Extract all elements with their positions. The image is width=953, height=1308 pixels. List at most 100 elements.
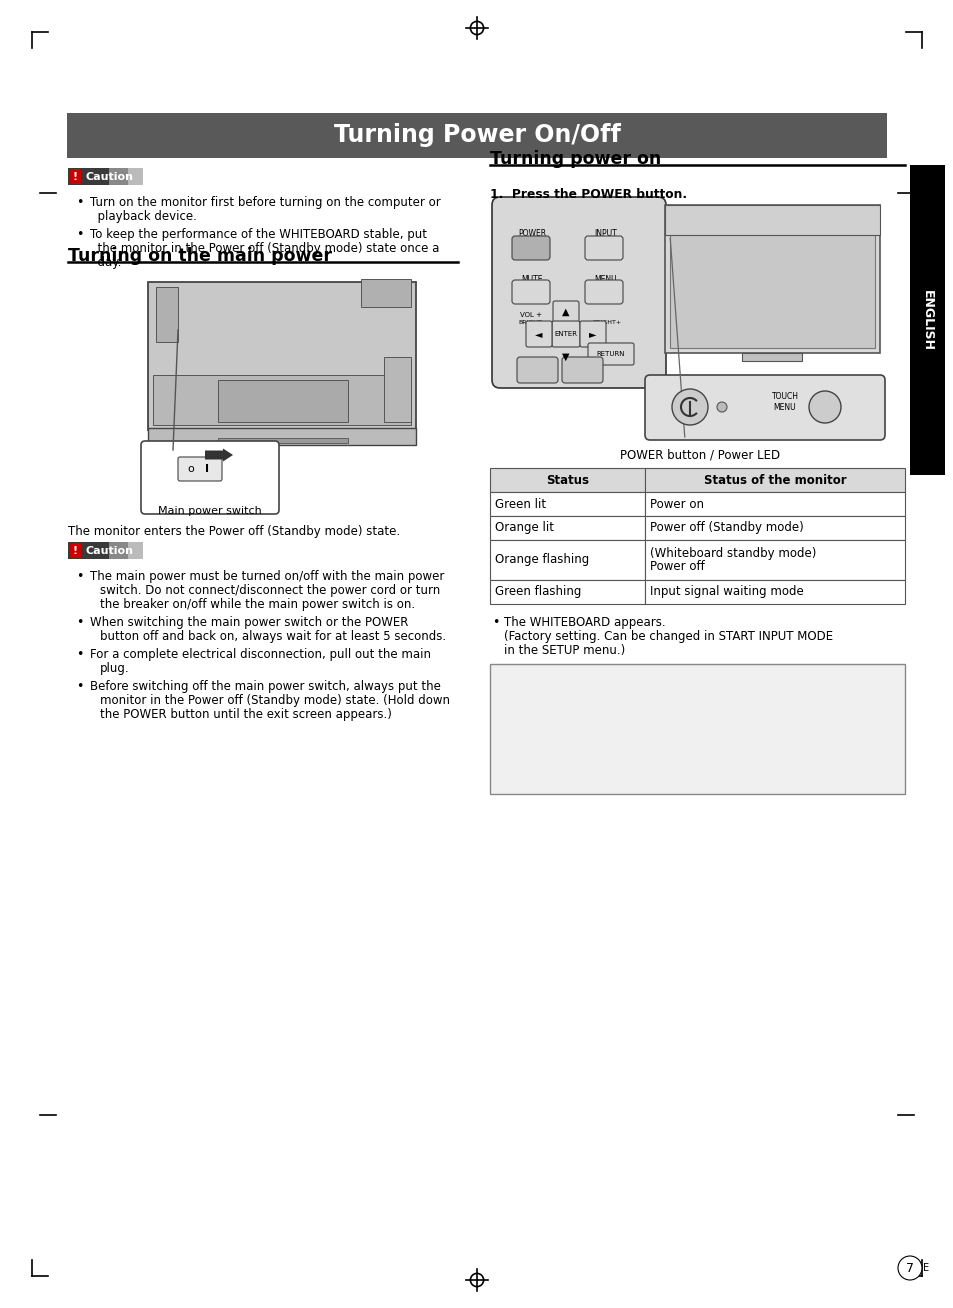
FancyBboxPatch shape (517, 357, 558, 383)
Bar (664, 205, 879, 353)
Text: Orange lit: Orange lit (495, 522, 554, 535)
Text: Turn on the monitor first before turning on the computer or: Turn on the monitor first before turning… (90, 196, 440, 209)
Text: the POWER button until the exit screen appears.): the POWER button until the exit screen a… (100, 708, 392, 721)
Text: VOL +: VOL + (519, 313, 541, 318)
Text: The WHITEBOARD appears.: The WHITEBOARD appears. (503, 616, 665, 629)
Bar (490, 515, 644, 540)
Text: •: • (76, 616, 83, 629)
Text: •: • (76, 570, 83, 583)
FancyBboxPatch shape (141, 441, 278, 514)
Text: •: • (76, 196, 83, 209)
Text: ◄: ◄ (535, 330, 542, 339)
Text: MUTE: MUTE (520, 275, 542, 284)
Text: (Factory setting. Can be changed in START INPUT MODE: (Factory setting. Can be changed in STAR… (503, 630, 832, 644)
Text: ►: ► (589, 330, 597, 339)
Text: Green flashing: Green flashing (495, 586, 580, 599)
Circle shape (717, 402, 726, 412)
Text: INPUT: INPUT (594, 229, 617, 238)
Text: in the SETUP menu.): in the SETUP menu.) (503, 644, 624, 657)
Text: playback device.: playback device. (90, 211, 196, 222)
Bar (110, 167, 128, 184)
Bar (490, 664, 904, 794)
Text: Input signal waiting mode: Input signal waiting mode (649, 586, 803, 599)
Text: 7: 7 (905, 1261, 913, 1274)
Text: ENGLISH: ENGLISH (920, 289, 933, 351)
Text: Power off (Standby mode): Power off (Standby mode) (649, 522, 803, 535)
Bar (218, 438, 348, 443)
FancyBboxPatch shape (644, 375, 884, 439)
FancyBboxPatch shape (552, 320, 579, 347)
Bar (741, 353, 801, 361)
Bar (644, 515, 904, 540)
Text: ▲: ▲ (561, 307, 569, 317)
Text: •: • (76, 228, 83, 241)
Circle shape (808, 391, 841, 422)
Bar (490, 492, 644, 515)
FancyBboxPatch shape (587, 343, 634, 365)
Bar (644, 468, 904, 492)
Text: Power on: Power on (649, 497, 703, 510)
Text: Status: Status (545, 473, 588, 487)
Bar (156, 286, 178, 341)
Bar (360, 279, 411, 307)
Bar (68, 167, 110, 184)
Bar (490, 540, 644, 579)
Text: Status of the monitor: Status of the monitor (703, 473, 845, 487)
Text: Before switching off the main power switch, always put the: Before switching off the main power swit… (90, 680, 440, 693)
Text: 1.  Press the POWER button.: 1. Press the POWER button. (490, 188, 686, 201)
Bar (152, 375, 411, 425)
FancyBboxPatch shape (584, 280, 622, 303)
Bar (490, 468, 644, 492)
Text: For a complete electrical disconnection, pull out the main: For a complete electrical disconnection,… (90, 647, 431, 661)
Text: Main power switch: Main power switch (158, 506, 262, 515)
Bar (644, 492, 904, 515)
Text: day.: day. (90, 256, 121, 269)
Text: MENU: MENU (594, 275, 617, 284)
Text: ENTER: ENTER (554, 331, 577, 337)
Text: !: ! (72, 545, 78, 556)
Text: TOUCH
MENU: TOUCH MENU (771, 392, 798, 412)
Text: button off and back on, always wait for at least 5 seconds.: button off and back on, always wait for … (100, 630, 446, 644)
Text: VOL −: VOL − (519, 360, 541, 366)
Bar (128, 542, 143, 559)
Text: Power off: Power off (649, 560, 704, 573)
Bar (490, 579, 644, 604)
Text: switch. Do not connect/disconnect the power cord or turn: switch. Do not connect/disconnect the po… (100, 583, 439, 596)
Text: The main power must be turned on/off with the main power: The main power must be turned on/off wit… (90, 570, 444, 583)
Text: When switching the main power switch or the POWER: When switching the main power switch or … (90, 616, 408, 629)
Text: The monitor enters the Power off (Standby mode) state.: The monitor enters the Power off (Standb… (68, 525, 399, 538)
Bar (148, 428, 416, 445)
Text: To keep the performance of the WHITEBOARD stable, put: To keep the performance of the WHITEBOAR… (90, 228, 427, 241)
Text: E: E (923, 1264, 928, 1273)
Bar (68, 542, 110, 559)
Text: •: • (76, 680, 83, 693)
FancyArrow shape (205, 449, 233, 462)
Bar (110, 542, 128, 559)
Text: Caution: Caution (86, 171, 133, 182)
Bar (70, 169, 81, 184)
Text: plug.: plug. (100, 662, 130, 675)
Text: !: ! (72, 171, 78, 182)
Text: Turning on the main power: Turning on the main power (68, 247, 332, 266)
Bar (128, 167, 143, 184)
FancyBboxPatch shape (561, 357, 602, 383)
Text: POWER button / Power LED: POWER button / Power LED (619, 449, 780, 460)
Bar (67, 112, 886, 158)
Text: Turning power on: Turning power on (490, 150, 660, 167)
Bar (148, 283, 416, 430)
Text: Green lit: Green lit (495, 497, 545, 510)
Text: POWER: POWER (517, 229, 545, 238)
Bar (669, 230, 874, 348)
Text: ▼: ▼ (561, 352, 569, 362)
Bar (70, 543, 81, 559)
Text: RETURN: RETURN (597, 351, 624, 357)
Text: Caution: Caution (86, 545, 133, 556)
FancyBboxPatch shape (178, 456, 222, 481)
Text: o: o (188, 464, 194, 473)
Bar (664, 205, 879, 235)
Text: •: • (76, 647, 83, 661)
FancyBboxPatch shape (525, 320, 552, 347)
FancyBboxPatch shape (584, 235, 622, 260)
Bar (644, 579, 904, 604)
Text: BRIGHT−: BRIGHT− (517, 320, 547, 326)
